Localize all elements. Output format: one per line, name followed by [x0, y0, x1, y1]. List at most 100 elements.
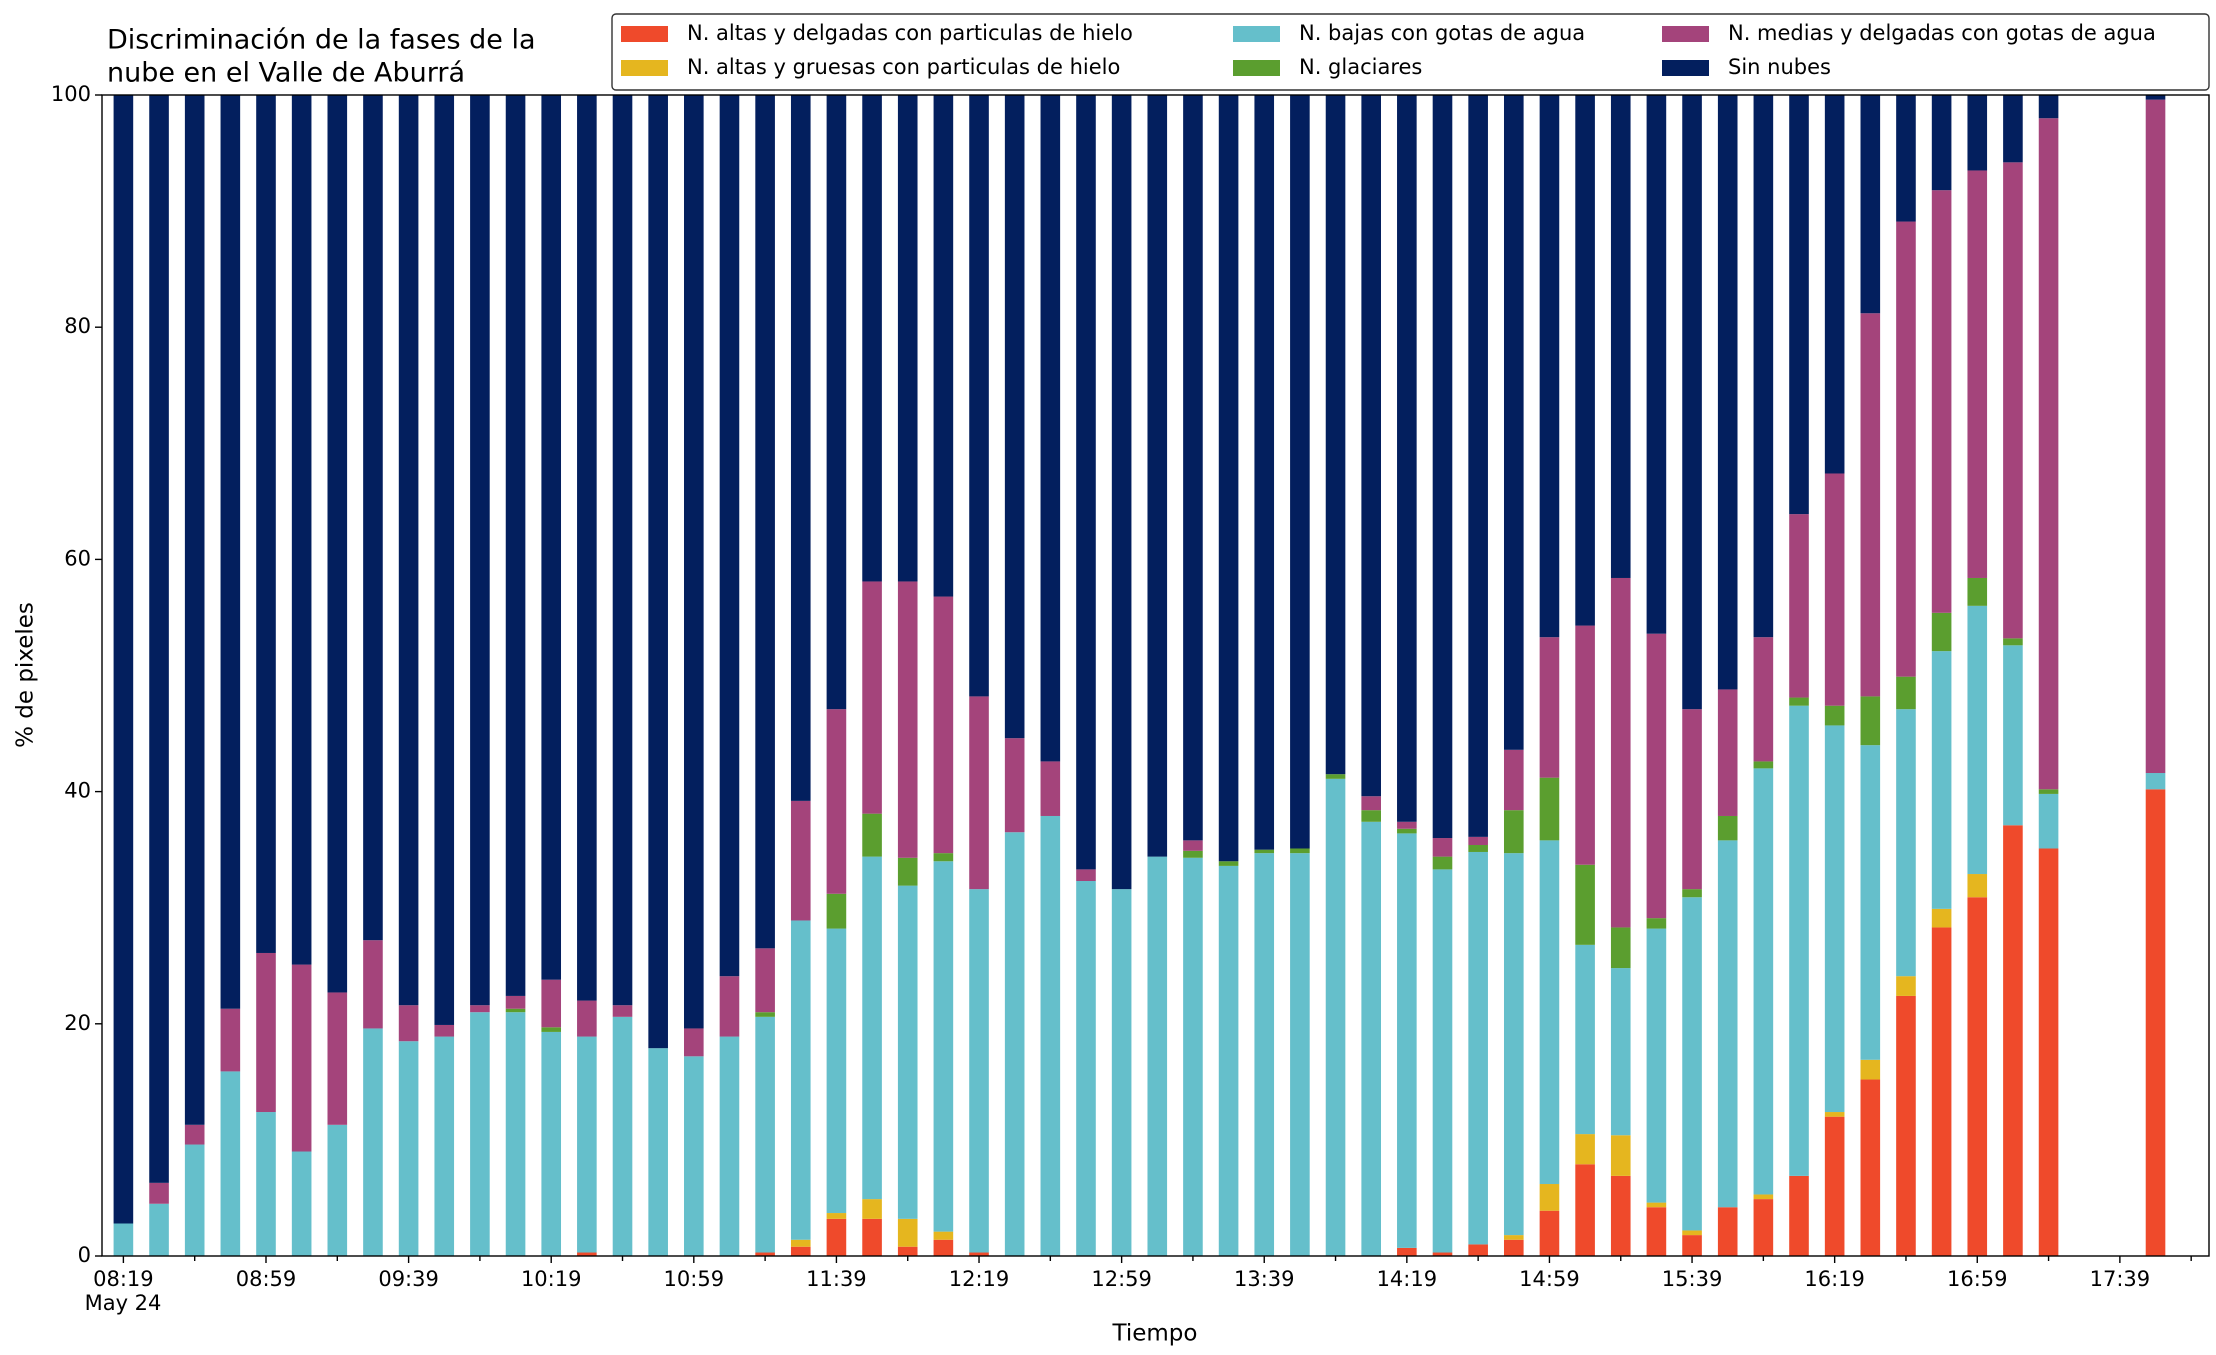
bar-segment: [1575, 944, 1595, 1135]
x-tick-label: 14:19: [1377, 1267, 1438, 1291]
x-tick-label: 12:59: [1091, 1267, 1152, 1291]
legend-swatch: [621, 26, 668, 42]
bar-segment: [1789, 1175, 1809, 1256]
bar-segment: [1432, 856, 1453, 870]
bar-segment: [933, 596, 954, 854]
bar-segment: [933, 861, 954, 1232]
bar-segment: [1967, 577, 1988, 606]
bar-segment: [755, 948, 775, 1013]
bar-segment: [291, 964, 312, 1152]
bar-segment: [1717, 815, 1738, 841]
y-tick-label: 80: [64, 314, 91, 338]
bar-segment: [897, 885, 918, 1219]
bar-segment: [1931, 927, 1952, 1256]
bar-segment: [363, 1028, 383, 1256]
bar-segment: [2003, 645, 2023, 826]
bar-segment: [862, 1218, 882, 1256]
bar-segment: [790, 1239, 811, 1247]
chart-title: nube en el Valle de Aburrá: [107, 58, 465, 89]
bar-segment: [1860, 696, 1881, 746]
bar-segment: [1254, 95, 1275, 850]
bar-segment: [541, 1031, 562, 1256]
bar-segment: [434, 95, 455, 1025]
bar-segment: [755, 1012, 775, 1017]
bar-segment: [1860, 1059, 1881, 1080]
bar-segment: [2003, 162, 2023, 639]
bar-segment: [1789, 697, 1809, 706]
bar-segment: [897, 1246, 918, 1256]
bar-segment: [1646, 928, 1667, 1203]
bar-segment: [2038, 848, 2059, 1256]
bar-segment: [1967, 605, 1988, 875]
x-tick-label: 15:39: [1662, 1267, 1723, 1291]
bar-segment: [2038, 793, 2059, 849]
y-tick-label: 20: [64, 1011, 91, 1035]
date-label: May 24: [85, 1291, 162, 1315]
bar-segment: [1432, 869, 1453, 1253]
bar-segment: [1468, 845, 1488, 852]
bar-segment: [1040, 95, 1061, 762]
bar-segment: [1254, 849, 1275, 854]
bar-segment: [184, 1144, 205, 1256]
bar-segment: [1183, 840, 1203, 851]
bar-segment: [1432, 838, 1453, 857]
bar-segment: [862, 581, 882, 814]
bar-segment: [1646, 918, 1667, 929]
bar-segment: [541, 1027, 562, 1032]
bar-segment: [1503, 1239, 1524, 1256]
bar-segment: [1931, 651, 1952, 909]
bar-segment: [1682, 95, 1702, 710]
bar-segment: [1432, 95, 1453, 839]
bar-segment: [2038, 95, 2059, 119]
bar-segment: [1397, 1247, 1417, 1256]
bar-segment: [1753, 1194, 1774, 1200]
bar-segment: [2145, 773, 2166, 790]
bar-segment: [1896, 221, 1916, 677]
bar-segment: [755, 95, 775, 949]
y-tick-label: 0: [78, 1243, 91, 1267]
bar-segment: [1682, 897, 1702, 1231]
bar-segment: [826, 95, 847, 710]
legend-label: N. altas y delgadas con particulas de hi…: [687, 21, 1133, 45]
legend-swatch: [1233, 26, 1280, 42]
bar-segment: [1575, 1134, 1595, 1165]
x-tick-label: 10:19: [521, 1267, 582, 1291]
bar-segment: [1717, 840, 1738, 1208]
bar-segment: [1789, 514, 1809, 698]
bar-segment: [1183, 850, 1203, 858]
bar-segment: [790, 1246, 811, 1256]
bar-segment: [719, 976, 740, 1037]
bar-segment: [577, 1036, 597, 1253]
bar-segment: [1325, 774, 1346, 779]
bar-segment: [897, 581, 918, 858]
bar-segment: [505, 995, 526, 1009]
legend-label: Sin nubes: [1728, 55, 1831, 79]
bar-segment: [755, 1252, 775, 1256]
bar-segment: [327, 1124, 348, 1256]
bar-segment: [612, 1016, 633, 1256]
plot-frame: [101, 94, 2210, 1257]
bar-segment: [1860, 313, 1881, 697]
bar-segment: [1789, 95, 1809, 515]
bar-segment: [1789, 705, 1809, 1176]
bar-segment: [1397, 95, 1417, 822]
bar-segment: [1646, 633, 1667, 919]
bar-segment: [1610, 577, 1631, 928]
bar-segment: [862, 95, 882, 582]
bar-segment: [897, 95, 918, 582]
bar-segment: [1610, 1175, 1631, 1256]
bar-segment: [1967, 170, 1988, 578]
bar-segment: [684, 1028, 704, 1057]
bar-segment: [1147, 95, 1168, 857]
x-tick-label: 14:59: [1519, 1267, 1580, 1291]
bar-segment: [2003, 638, 2023, 646]
bar-segment: [184, 95, 205, 1125]
bar-segment: [1218, 95, 1239, 862]
bar-segment: [577, 1000, 597, 1037]
x-tick-label: 08:59: [236, 1267, 297, 1291]
bar-segment: [1290, 95, 1310, 849]
bar-segment: [1539, 95, 1560, 638]
bar-segment: [1503, 749, 1524, 811]
bar-segment: [1539, 1184, 1560, 1211]
legend-swatch: [1233, 60, 1280, 76]
